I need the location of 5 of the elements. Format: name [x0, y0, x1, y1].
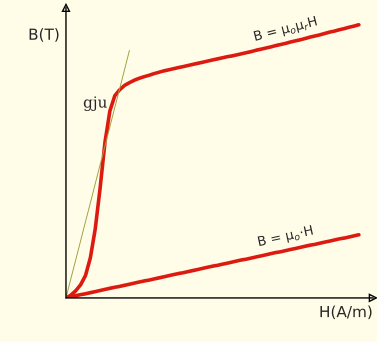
text: B = μ$_{o}$μ$_{r}$H — [254, 16, 318, 44]
y-axis-title: B(T) — [30, 28, 59, 42]
annotation: gju — [84, 96, 107, 111]
text: B = μ$_{o}$·H — [258, 225, 314, 249]
x-axis-title: H(A/m) — [320, 306, 372, 320]
